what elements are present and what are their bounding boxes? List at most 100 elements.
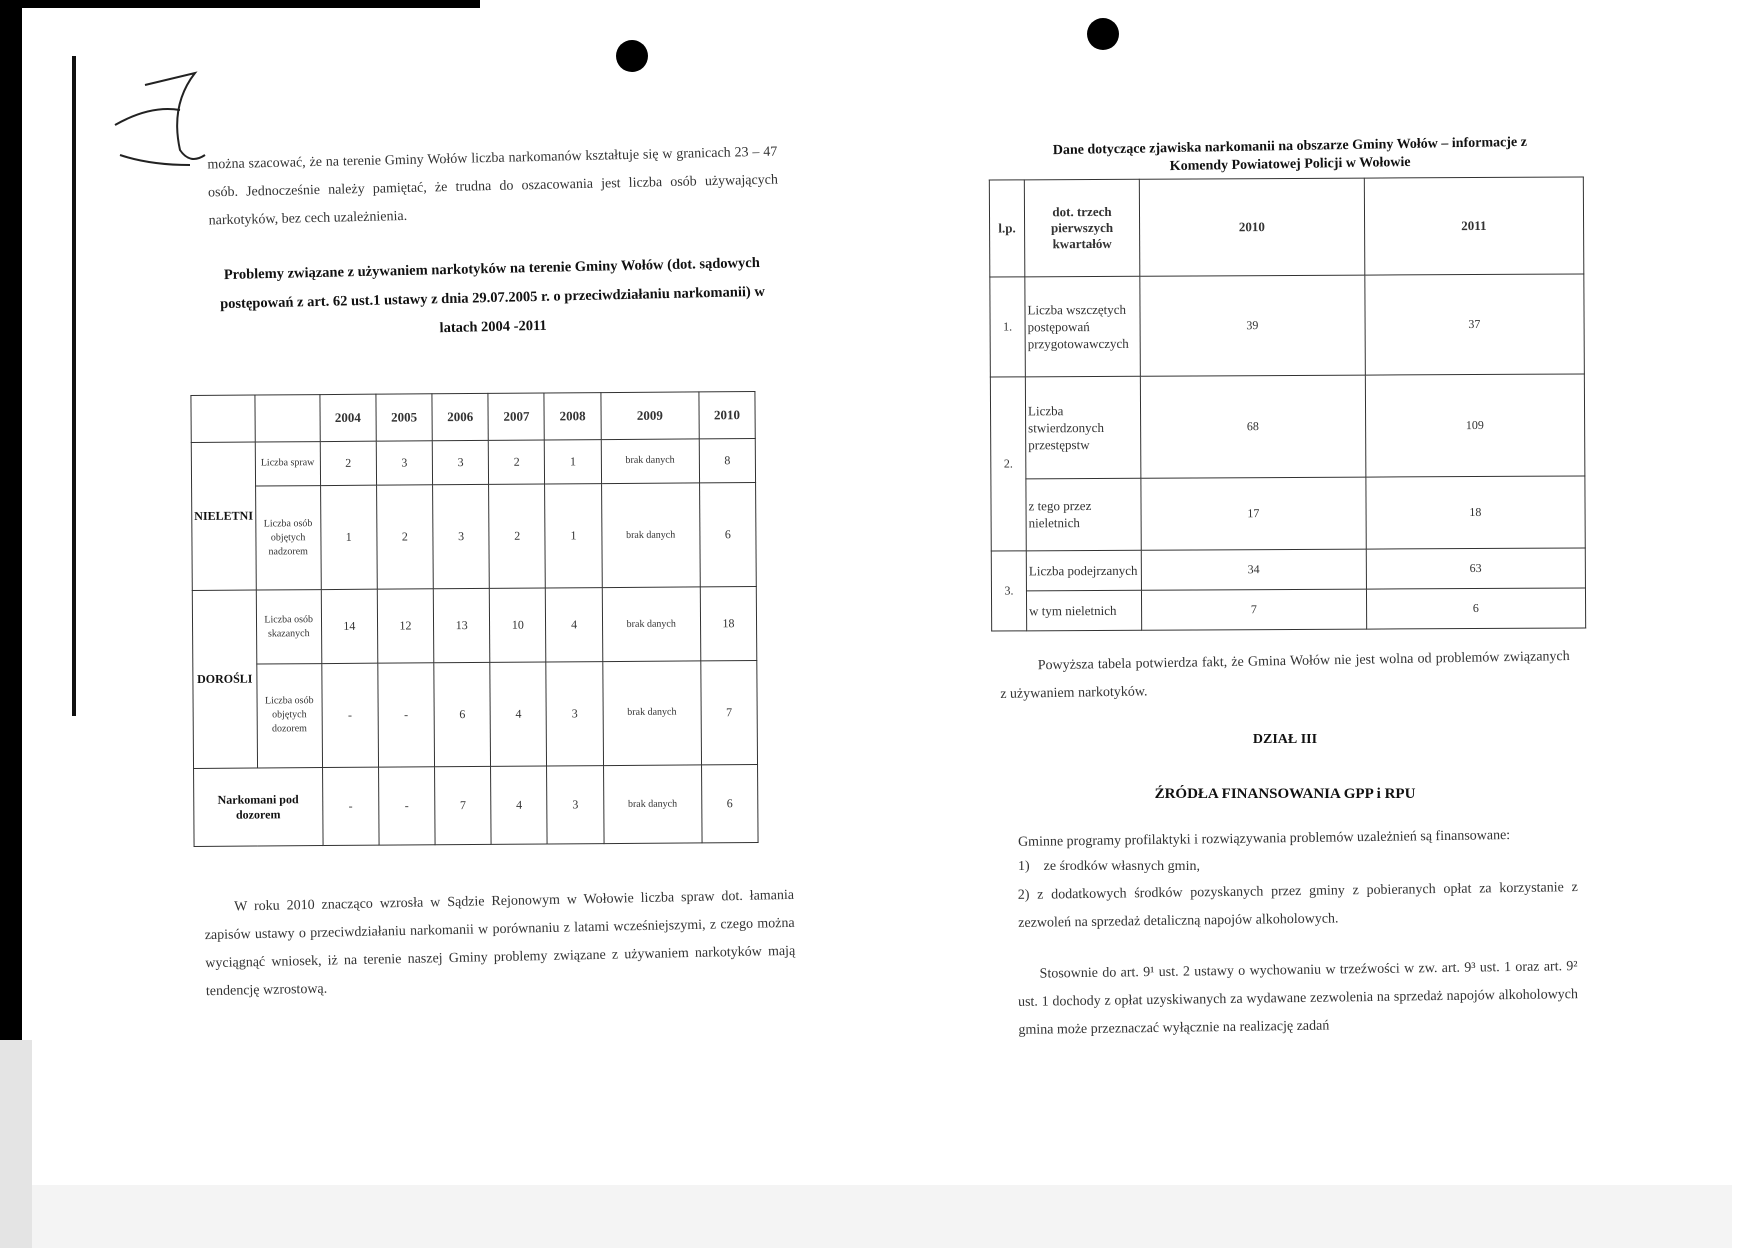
- table-cell: 2: [488, 439, 545, 485]
- table-cell: 13: [433, 588, 491, 663]
- left-intro: można szacować, że na terenie Gminy Wołó…: [207, 144, 779, 229]
- section-title: ŹRÓDŁA FINANSOWANIA GPP i RPU: [1154, 786, 1416, 802]
- table-row: 2. Liczba stwierdzonych przestępstw 68 109: [990, 373, 1585, 551]
- table-cell: 2004: [319, 394, 377, 442]
- table-row: Liczba osób objętych dozorem - -6 4 3 brak da…: [193, 660, 758, 769]
- table-cell: brak danych: [601, 587, 701, 662]
- table-cell: -: [321, 662, 379, 768]
- punch-hole-right: [1087, 18, 1119, 50]
- scan-top-edge: [0, 0, 480, 8]
- scan-vertical-line: [72, 56, 76, 716]
- table-cell: brak danych: [600, 438, 700, 484]
- scan-black-edge: [0, 0, 22, 1040]
- table-row: 1. Liczba wszczętych postępowań przygotow…: [989, 273, 1585, 377]
- table-cell: 7: [1141, 588, 1367, 631]
- left-table-title: Problemy związane z używaniem narkotyków…: [219, 254, 766, 337]
- table-cell: 3: [546, 765, 604, 844]
- table-cell: 2006: [431, 393, 489, 441]
- handwritten-mark: [114, 71, 206, 166]
- table-cell: -: [322, 767, 379, 846]
- table-cell: 2: [488, 484, 546, 589]
- table-cell: DOROŚLI: [192, 590, 258, 769]
- table-cell: 3: [376, 440, 433, 486]
- table-cell: 109: [1364, 373, 1585, 478]
- table-cell: 3.: [991, 550, 1027, 632]
- table-cell: -: [378, 766, 436, 846]
- financing-paragraph: Stosownie do art. 9¹ ust. 2 ustawy o wyc…: [1017, 959, 1579, 1038]
- table-cell: 1: [544, 439, 602, 485]
- financing-intro: Gminne programy profilaktyki i rozwiązyw…: [1017, 828, 1511, 850]
- table-cell: z tego przez nieletnich: [1025, 478, 1142, 551]
- table-header-row: l.p. dot. trzech pierwszych kwartałów 2010…: [989, 176, 1584, 277]
- table-cell: brak danych: [601, 482, 701, 589]
- table-cell: 2010: [1139, 178, 1365, 277]
- court-cases-table: 2004 2005 2006 2007 2008 2009 2010 NIELETNI Lic…: [190, 391, 759, 847]
- table-cell: -: [377, 662, 435, 768]
- table-cell: 6: [433, 662, 491, 767]
- table-cell: 6: [699, 482, 757, 588]
- table-cell: 1.: [989, 276, 1026, 377]
- table-cell: 1: [544, 483, 602, 589]
- table-row: NIELETNI Liczba spraw 2 3 3 2 1 brak danych 8: [191, 438, 756, 591]
- table-cell: 6: [1366, 587, 1586, 630]
- table-cell: NIELETNI: [191, 441, 256, 591]
- table-cell: 2007: [488, 393, 545, 441]
- table-cell: 68: [1140, 374, 1366, 479]
- financing-item-2: 2) z dodatkowych środków pozyskanych prz…: [1017, 880, 1578, 931]
- table-cell: Liczba stwierdzonych przestępstw: [1025, 376, 1141, 480]
- table-cell: brak danych: [603, 765, 702, 844]
- table-cell: 2011: [1363, 176, 1584, 275]
- table-cell: 8: [699, 438, 756, 483]
- bottom-shadow: [32, 1185, 1732, 1248]
- table-cell: l.p.: [989, 179, 1025, 277]
- table-cell: Liczba osób objętych nadzorem: [255, 485, 321, 591]
- table-cell: 37: [1364, 273, 1585, 375]
- table-cell: 6: [701, 764, 759, 843]
- right-table-title: Dane dotyczące zjawiska narkomanii na ob…: [1052, 134, 1527, 175]
- table-row: 3. Liczba podejrzanych 34 63: [991, 547, 1586, 632]
- table-row: Narkomani pod dozorem - -7 4 3 brak danych 6: [193, 764, 759, 847]
- table-cell: 4: [490, 766, 548, 845]
- punch-hole-left: [616, 40, 648, 72]
- table-row: DOROŚLI Liczba osób skazanych 14 12 13 10 4 bra…: [192, 587, 757, 769]
- table-row: w tym nieletnich 7 6: [991, 587, 1586, 631]
- table-cell: 18: [1365, 476, 1586, 549]
- table-header-row: 2004 2005 2006 2007 2008 2009 2010: [190, 391, 756, 443]
- table-cell: Narkomani pod dozorem: [193, 767, 323, 847]
- table-cell: 3: [546, 661, 604, 767]
- right-after-table: Powyższa tabela potwierdza fakt, że Gmin…: [1000, 649, 1570, 702]
- table-cell: 18: [700, 587, 757, 661]
- table-cell: 17: [1140, 477, 1366, 550]
- table-cell: 2: [376, 484, 434, 590]
- table-cell: brak danych: [602, 660, 702, 766]
- table-cell: 14: [320, 589, 378, 664]
- table-cell: Liczba spraw: [254, 441, 321, 487]
- financing-item-1: 1) ze środków własnych gmin,: [1018, 859, 1200, 874]
- police-data-table: l.p. dot. trzech pierwszych kwartałów 2010…: [989, 176, 1586, 632]
- table-cell: Liczba wszczętych postępowań przygotowaw…: [1024, 276, 1141, 377]
- table-cell: 2: [319, 440, 377, 486]
- table-cell: 2010: [698, 391, 756, 439]
- table-cell: 63: [1365, 547, 1586, 589]
- table-cell: Liczba osób objętych dozorem: [256, 663, 323, 769]
- table-cell: w tym nieletnich: [1026, 590, 1142, 631]
- table-cell: Liczba podejrzanych: [1026, 549, 1142, 591]
- table-cell: 3: [432, 440, 489, 485]
- table-cell: 2005: [375, 393, 433, 441]
- table-cell: 10: [489, 588, 547, 663]
- left-conclusion: W roku 2010 znacząco wzrosła w Sądzie Re…: [204, 887, 796, 1000]
- table-cell: Liczba osób skazanych: [255, 590, 322, 664]
- table-cell: dot. trzech pierwszych kwartałów: [1024, 179, 1140, 277]
- table-cell: 39: [1139, 274, 1365, 377]
- table-cell: 7: [700, 660, 758, 766]
- table-cell: 2009: [600, 391, 700, 440]
- table-row: z tego przez nieletnich 17 18: [991, 476, 1586, 551]
- section-heading: DZIAŁ III: [1252, 732, 1318, 747]
- table-cell: 2.: [990, 376, 1027, 551]
- table-cell: 34: [1141, 548, 1367, 591]
- table-cell: 7: [434, 766, 492, 845]
- table-cell: 4: [490, 661, 547, 767]
- table-row: Liczba osób objętych nadzorem 1 2 3 2 1 brak d…: [192, 482, 757, 591]
- table-cell: 3: [432, 484, 490, 590]
- table-cell: 2008: [544, 392, 601, 440]
